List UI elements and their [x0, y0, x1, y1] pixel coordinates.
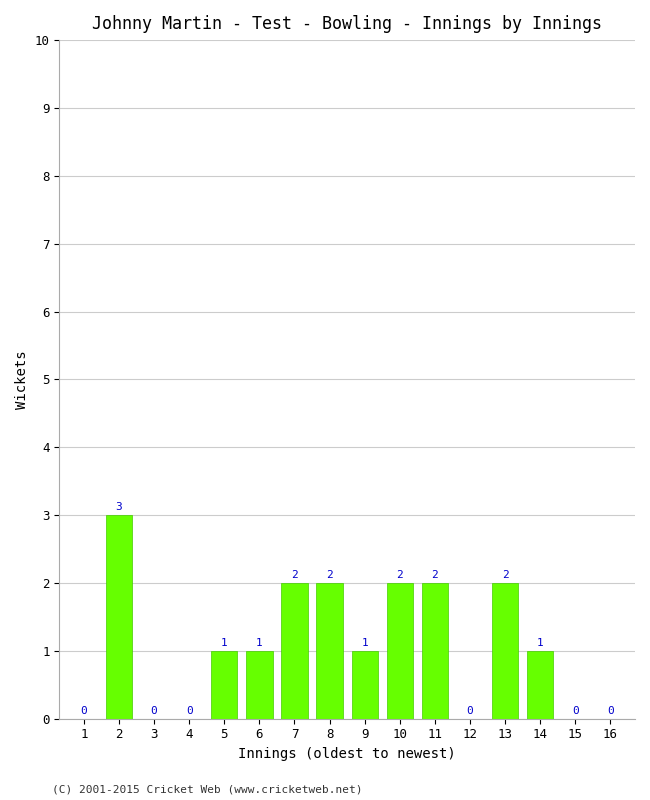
Bar	[106, 515, 132, 718]
Bar	[246, 651, 272, 718]
Text: (C) 2001-2015 Cricket Web (www.cricketweb.net): (C) 2001-2015 Cricket Web (www.cricketwe…	[52, 784, 363, 794]
Bar	[422, 583, 448, 718]
Bar	[281, 583, 307, 718]
X-axis label: Innings (oldest to newest): Innings (oldest to newest)	[239, 747, 456, 761]
Bar	[527, 651, 553, 718]
Text: 1: 1	[537, 638, 543, 648]
Y-axis label: Wickets: Wickets	[15, 350, 29, 409]
Bar	[352, 651, 378, 718]
Bar	[317, 583, 343, 718]
Text: 0: 0	[467, 706, 473, 716]
Text: 2: 2	[326, 570, 333, 580]
Text: 0: 0	[151, 706, 157, 716]
Text: 3: 3	[116, 502, 122, 513]
Text: 0: 0	[186, 706, 192, 716]
Text: 2: 2	[291, 570, 298, 580]
Bar	[492, 583, 518, 718]
Text: 2: 2	[502, 570, 508, 580]
Text: 1: 1	[221, 638, 228, 648]
Text: 0: 0	[607, 706, 614, 716]
Text: 0: 0	[572, 706, 578, 716]
Text: 2: 2	[432, 570, 438, 580]
Text: 1: 1	[256, 638, 263, 648]
Text: 1: 1	[361, 638, 368, 648]
Text: 2: 2	[396, 570, 403, 580]
Text: 0: 0	[81, 706, 87, 716]
Title: Johnny Martin - Test - Bowling - Innings by Innings: Johnny Martin - Test - Bowling - Innings…	[92, 15, 602, 33]
Bar	[211, 651, 237, 718]
Bar	[387, 583, 413, 718]
